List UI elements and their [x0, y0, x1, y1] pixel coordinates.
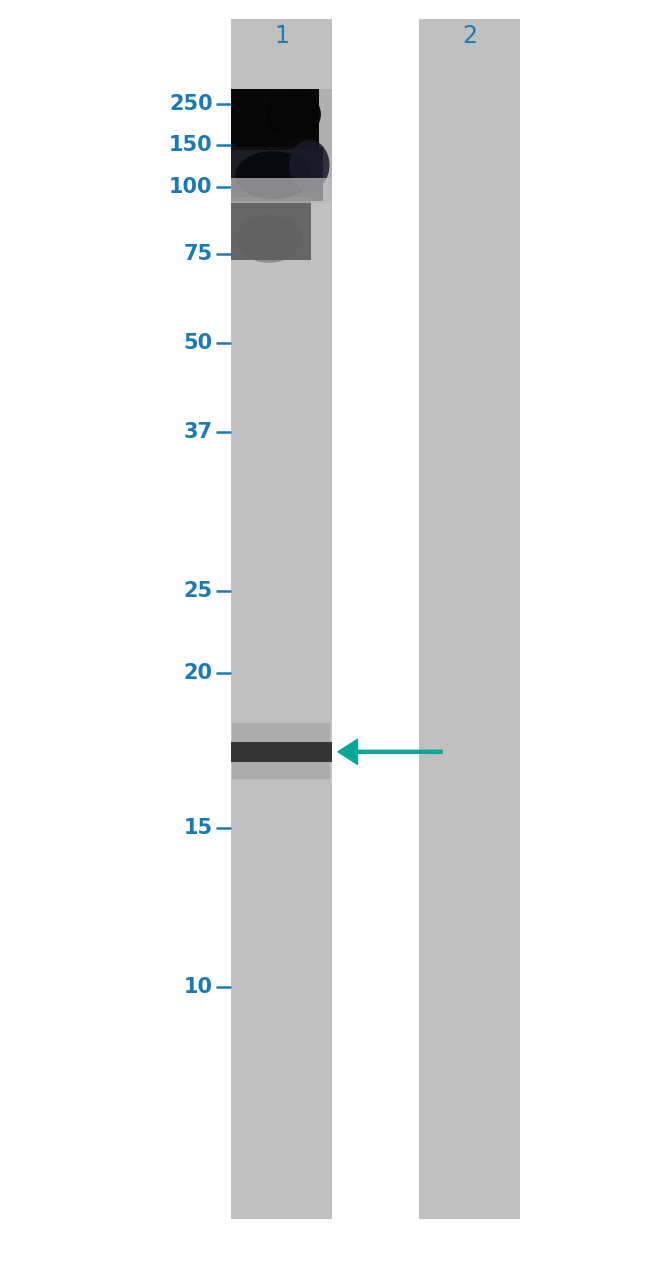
Bar: [419, 19, 520, 1219]
Bar: [231, 89, 319, 150]
Ellipse shape: [235, 151, 311, 199]
Text: 20: 20: [183, 663, 213, 683]
Text: 250: 250: [169, 94, 213, 114]
Text: 37: 37: [183, 422, 213, 442]
Bar: [231, 89, 332, 203]
Text: 2: 2: [462, 24, 477, 47]
Text: 100: 100: [169, 177, 213, 197]
Text: 50: 50: [183, 333, 213, 353]
Bar: [231, 147, 324, 201]
Text: 15: 15: [183, 818, 213, 838]
Bar: [231, 197, 311, 260]
Bar: [232, 723, 330, 779]
Bar: [231, 178, 332, 203]
Ellipse shape: [237, 215, 302, 263]
Text: 25: 25: [183, 580, 213, 601]
Text: 150: 150: [169, 135, 213, 155]
Text: 1: 1: [274, 24, 289, 47]
Bar: [231, 19, 332, 1219]
Bar: [231, 742, 332, 762]
Ellipse shape: [289, 140, 330, 190]
Ellipse shape: [265, 90, 321, 138]
Text: 10: 10: [183, 977, 213, 997]
Text: 75: 75: [183, 244, 213, 264]
